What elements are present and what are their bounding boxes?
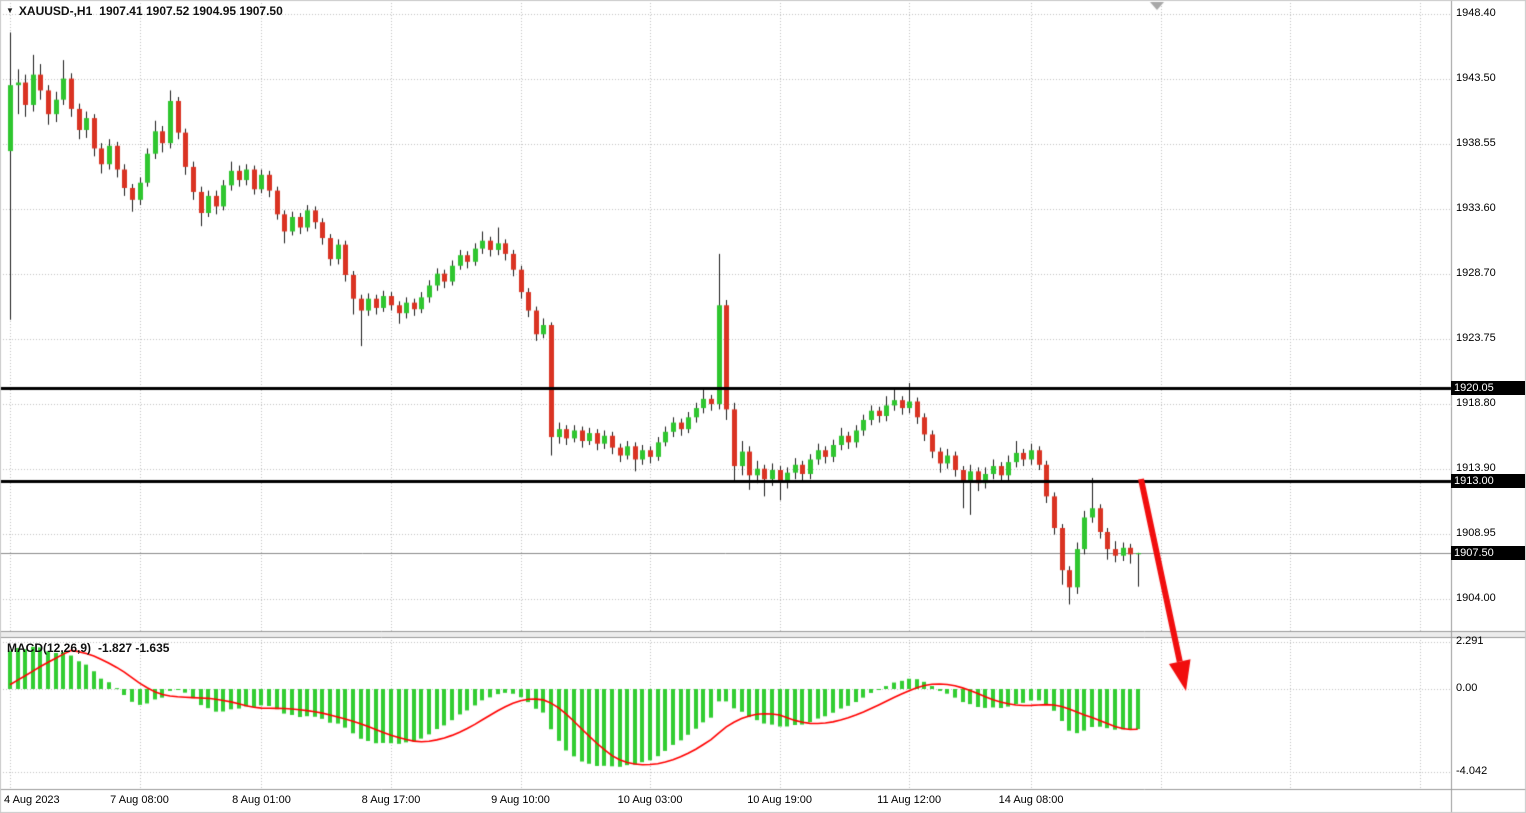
price-tick-label: 1933.60: [1456, 202, 1496, 215]
price-tick-label: 1943.50: [1456, 71, 1496, 84]
macd-axis: 2.291 0.00 -4.042: [1453, 0, 1526, 813]
chart-header: ▼ XAUUSD-,H1 1907.41 1907.52 1904.95 1907.…: [6, 4, 283, 18]
macd-indicator-header: MACD(12,26,9) -1.827 -1.635: [7, 641, 169, 655]
time-tick-label: 7 Aug 08:00: [110, 794, 169, 806]
time-tick-label: 8 Aug 01:00: [232, 794, 291, 806]
price-tick-label: 1938.55: [1456, 136, 1496, 149]
time-tick-label: 11 Aug 12:00: [877, 794, 942, 806]
macd-tick-label: 2.291: [1456, 634, 1484, 647]
collapse-chart-icon[interactable]: ▼: [6, 6, 14, 15]
price-tick-label: 1923.75: [1456, 331, 1496, 344]
price-level-tag: 1920.05: [1451, 380, 1525, 395]
time-tick-label: 10 Aug 19:00: [747, 794, 813, 806]
ohlc-values-label: 1907.41 1907.52 1904.95 1907.50: [99, 4, 283, 18]
macd-tick-label: -4.042: [1456, 765, 1488, 778]
symbol-timeframe-label: XAUUSD-,H1: [18, 4, 93, 18]
time-tick-label: 8 Aug 17:00: [361, 794, 421, 806]
price-axis[interactable]: 1948.40 1943.50 1938.55 1933.60 1928.70 1923.…: [1451, 0, 1526, 813]
macd-values-label: -1.827 -1.635: [98, 641, 170, 655]
price-tick-label: 1918.80: [1456, 397, 1496, 410]
bid-price-tag: 1907.50: [1451, 546, 1525, 561]
price-tick-label: 1928.70: [1456, 266, 1496, 279]
macd-tick-label: 0.00: [1456, 682, 1478, 694]
time-tick-label: 10 Aug 03:00: [617, 794, 683, 806]
time-tick-label: 9 Aug 10:00: [491, 794, 550, 806]
price-level-tag: 1913.00: [1451, 473, 1525, 488]
price-tick-label: 1908.95: [1456, 526, 1496, 539]
price-tick-label: 1913.90: [1456, 461, 1496, 474]
time-tick-label: 4 Aug 2023: [4, 794, 60, 806]
price-tick-label: 1904.00: [1456, 592, 1496, 605]
time-axis[interactable]: 4 Aug 2023 7 Aug 08:00 8 Aug 01:00 8 Aug 17…: [0, 791, 1451, 813]
price-tick-label: 1948.40: [1456, 7, 1496, 19]
macd-name-label: MACD(12,26,9): [7, 641, 92, 655]
time-tick-label: 14 Aug 08:00: [998, 794, 1064, 806]
